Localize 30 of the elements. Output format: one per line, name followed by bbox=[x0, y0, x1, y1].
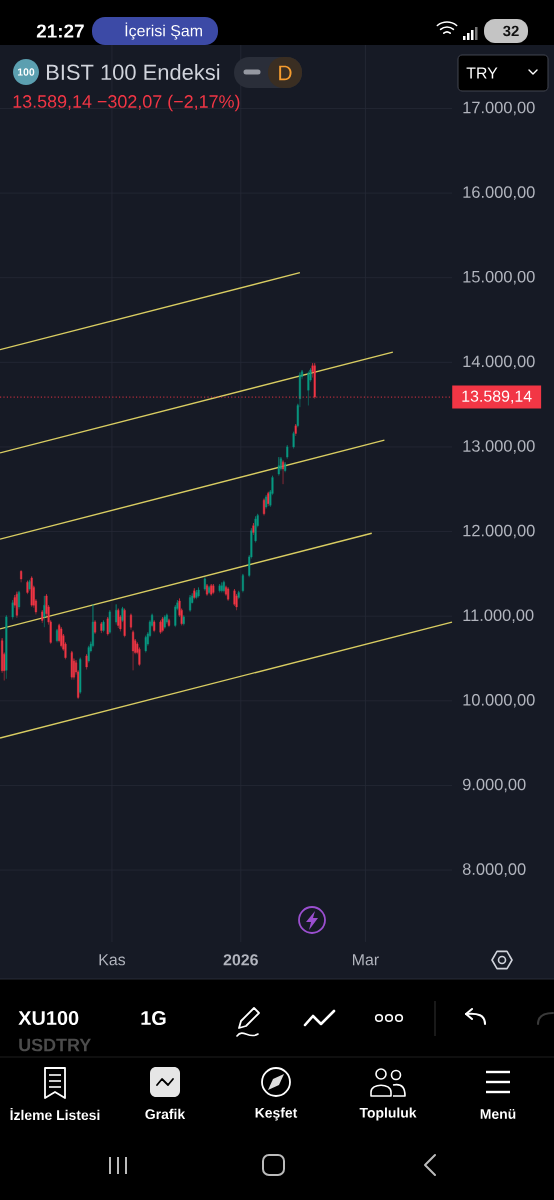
text: Menü bbox=[480, 1109, 516, 1119]
text: 21:27 bbox=[36, 24, 84, 38]
text: 1G bbox=[141, 1010, 166, 1026]
text: İzleme Listesi bbox=[10, 1107, 100, 1121]
y-tick-label: 10.000,00 bbox=[463, 694, 535, 708]
text: Keşfet bbox=[255, 1107, 298, 1121]
y-tick-label: 17.000,00 bbox=[463, 101, 535, 116]
text: 32 bbox=[503, 25, 519, 37]
y-tick-label: 16.000,00 bbox=[463, 186, 535, 200]
y-tick-label: 14.000,00 bbox=[463, 355, 535, 370]
y-tick-label: 8.000,00 bbox=[462, 863, 526, 877]
annotation: D bbox=[279, 65, 292, 81]
y-tick-label: 12.000,00 bbox=[463, 524, 535, 539]
text: TRY bbox=[466, 67, 498, 79]
y-tick-label: 15.000,00 bbox=[463, 270, 535, 285]
ref-line-label: 13.589,14 bbox=[462, 390, 532, 404]
text: 13.589,14 −302,07 (−2,17%) bbox=[13, 94, 240, 112]
y-tick-label: 11.000,00 bbox=[463, 609, 534, 623]
x-tick-label: Kas bbox=[99, 954, 126, 966]
y-tick-label: 13.000,00 bbox=[463, 440, 535, 454]
x-tick-label: Mar bbox=[352, 954, 379, 966]
y-tick-label: 9.000,00 bbox=[462, 778, 526, 793]
text: XU100 bbox=[18, 1010, 79, 1026]
text: USDTRY bbox=[19, 1038, 91, 1052]
x-tick-label: 2026 bbox=[223, 954, 258, 966]
text: İçerisi Şam bbox=[125, 22, 202, 40]
text: Grafik bbox=[145, 1108, 186, 1120]
text: BIST 100 Endeksi bbox=[47, 63, 220, 81]
annotation: 100 bbox=[17, 68, 35, 76]
text: Topluluk bbox=[359, 1107, 417, 1121]
